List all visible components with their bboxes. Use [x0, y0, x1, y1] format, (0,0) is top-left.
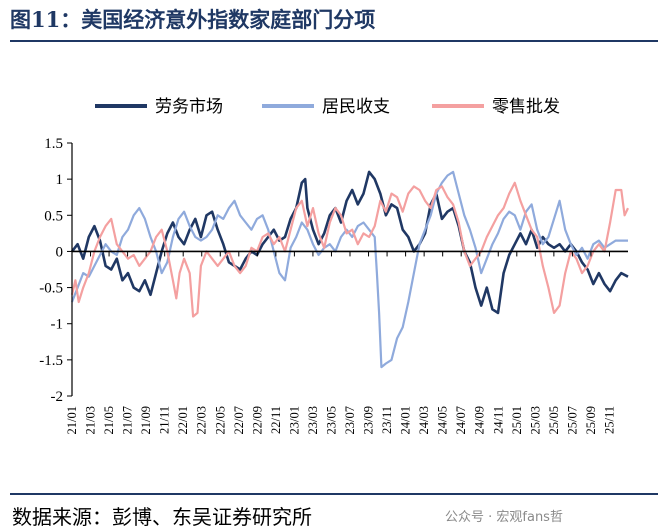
axes-layer: 1.5 1 0.5 0 -0.5 -1 -1.5 -221/01 21/03 21/05 21/07… [39, 136, 628, 434]
x-tick-label: 24/03 [417, 406, 431, 434]
x-tick-label: 24/09 [473, 406, 487, 434]
legend-label-1: 居民收支 [322, 97, 390, 117]
x-tick-label: 22/09 [250, 406, 264, 434]
x-tick-label: 22/11 [269, 406, 283, 434]
x-tick-label: 23/11 [380, 406, 394, 434]
legend-label-2: 零售批发 [492, 97, 560, 117]
x-tick-label: 21/11 [158, 406, 172, 434]
legend-label-0: 劳务市场 [155, 97, 223, 117]
y-tick-label: -1.5 [39, 353, 63, 369]
series-line-2 [70, 181, 629, 318]
x-tick-label: 22/05 [213, 406, 227, 434]
watermark: 公众号 · 宏观fans哲 [445, 510, 563, 525]
y-tick-label: -0.5 [39, 281, 63, 297]
x-tick-label: 25/09 [584, 406, 598, 434]
x-tick-label: 24/11 [491, 406, 505, 434]
y-tick-label: 1 [56, 172, 64, 188]
x-tick-label: 24/07 [454, 406, 468, 434]
x-tick-label: 24/01 [399, 406, 413, 434]
series-line-1 [70, 170, 628, 369]
y-tick-label: -2 [51, 389, 64, 405]
x-tick-label: 25/11 [602, 406, 616, 434]
x-tick-label: 22/01 [176, 406, 190, 434]
series-line-0 [70, 170, 629, 315]
x-tick-label: 23/05 [324, 406, 338, 434]
y-tick-label: 0 [56, 244, 64, 260]
x-tick-label: 25/05 [547, 406, 561, 434]
x-tick-label: 23/01 [287, 406, 301, 434]
x-tick-label: 21/03 [84, 406, 98, 434]
y-tick-label: 1.5 [44, 136, 63, 152]
chart-legend: 劳务市场 居民收支 零售批发 [95, 97, 560, 117]
line-chart: 劳务市场 居民收支 零售批发 1.5 1 0.5 0 -0.5 -1 -1.5 -221/01 21… [39, 97, 629, 434]
top-rule [10, 40, 658, 42]
x-tick-label: 22/07 [232, 406, 246, 434]
x-tick-label: 25/07 [565, 406, 579, 434]
x-tick-label: 21/05 [102, 406, 116, 434]
y-tick-label: 0.5 [44, 208, 63, 224]
x-tick-label: 25/01 [510, 406, 524, 434]
x-tick-label: 21/01 [65, 406, 79, 434]
series-layer [70, 170, 629, 369]
x-tick-label: 22/03 [195, 406, 209, 434]
data-source: 数据来源：彭博、东吴证券研究所 [12, 505, 312, 529]
x-tick-label: 21/09 [139, 406, 153, 434]
figure-title: 图11：美国经济意外指数家庭部门分项 [10, 7, 376, 32]
x-tick-label: 23/09 [362, 406, 376, 434]
y-tick-label: -1 [51, 317, 64, 333]
x-tick-label: 25/03 [528, 406, 542, 434]
x-tick-label: 21/07 [121, 406, 135, 434]
bottom-rule [10, 493, 658, 495]
x-tick-label: 23/03 [306, 406, 320, 434]
x-tick-label: 23/07 [343, 406, 357, 434]
x-tick-label: 24/05 [436, 406, 450, 434]
